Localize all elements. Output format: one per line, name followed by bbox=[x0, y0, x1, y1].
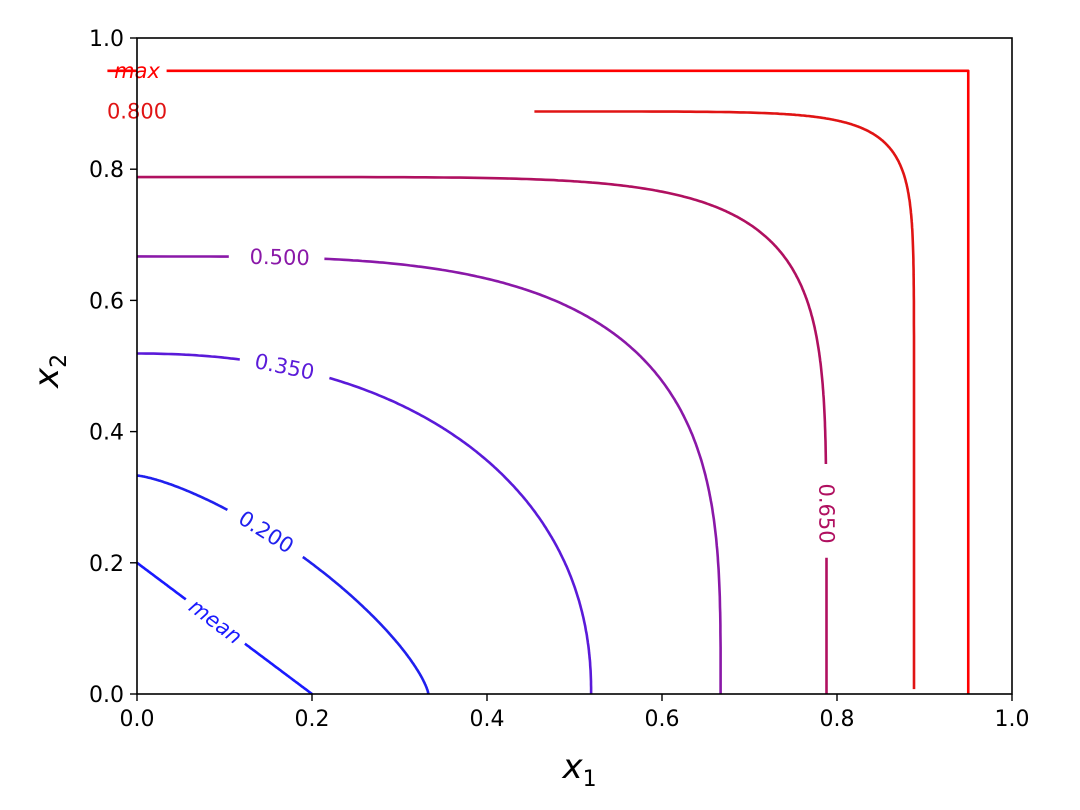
y-axis-ticks: 0.0 0.2 0.4 0.6 0.8 1.0 bbox=[89, 27, 137, 708]
y-tick-label: 0.6 bbox=[89, 289, 124, 314]
contour-lines bbox=[107, 69, 970, 696]
contour-label-2: 0.350 bbox=[253, 349, 317, 385]
contour-line-4 bbox=[137, 175, 828, 694]
x-tick-label: 1.0 bbox=[995, 707, 1030, 732]
x-axis-title-main: x bbox=[562, 747, 584, 787]
plot-frame bbox=[136, 37, 1013, 695]
y-axis-title-sub: 2 bbox=[47, 354, 72, 368]
contour-label-3: 0.500 bbox=[249, 245, 310, 270]
y-tick-label: 1.0 bbox=[89, 27, 124, 52]
contour-line-5 bbox=[534, 110, 916, 690]
contour-line-6 bbox=[107, 69, 970, 694]
y-tick-label: 0.0 bbox=[89, 683, 124, 708]
y-tick-label: 0.2 bbox=[89, 552, 124, 577]
y-axis-title: x2 bbox=[27, 354, 72, 389]
contour-label-4: 0.650 bbox=[814, 483, 838, 543]
x-tick-label: 0.6 bbox=[645, 707, 680, 732]
x-tick-label: 0.0 bbox=[120, 707, 155, 732]
y-tick-label: 0.8 bbox=[89, 158, 124, 183]
x-axis-title-sub: 1 bbox=[583, 767, 597, 792]
contour-line-1 bbox=[135, 474, 430, 696]
y-axis-title-main: x bbox=[27, 367, 67, 389]
x-axis-title: x1 bbox=[562, 747, 597, 792]
y-tick-label: 0.4 bbox=[89, 421, 124, 446]
contour-line-3 bbox=[136, 255, 722, 694]
contour-line-2 bbox=[137, 352, 593, 694]
x-tick-label: 0.4 bbox=[470, 707, 505, 732]
x-tick-label: 0.2 bbox=[295, 707, 330, 732]
x-axis-ticks: 0.0 0.2 0.4 0.6 0.8 1.0 bbox=[120, 694, 1030, 732]
contour-label-1: 0.200 bbox=[234, 506, 298, 558]
x-tick-label: 0.8 bbox=[820, 707, 855, 732]
contour-line-0 bbox=[135, 561, 314, 696]
contour-label-0: mean bbox=[184, 594, 246, 649]
